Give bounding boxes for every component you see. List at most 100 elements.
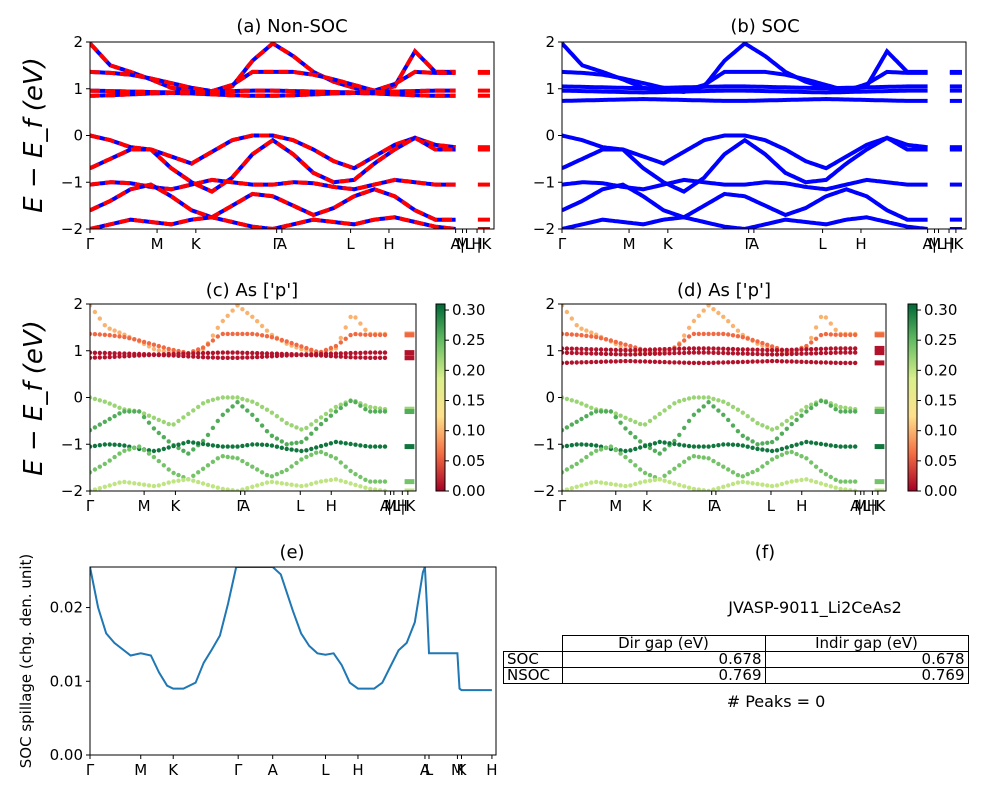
band-point bbox=[225, 444, 230, 449]
band-point bbox=[309, 431, 314, 436]
band-point bbox=[210, 350, 216, 356]
band-point bbox=[564, 309, 570, 315]
band-point bbox=[726, 360, 731, 365]
band-point bbox=[333, 409, 339, 414]
energy-ylabel-top: E − E_f (eV) bbox=[19, 57, 49, 213]
band-point bbox=[141, 482, 147, 487]
band-point bbox=[574, 399, 579, 404]
band-point bbox=[652, 477, 658, 483]
band-point bbox=[706, 346, 711, 351]
x-tick-label: H bbox=[855, 235, 866, 253]
band-point bbox=[838, 444, 843, 449]
band-line bbox=[562, 84, 928, 91]
band-point bbox=[603, 337, 609, 342]
band-point bbox=[264, 429, 270, 434]
band-point bbox=[603, 409, 609, 414]
band-point bbox=[112, 454, 117, 460]
y-tick-label: 0 bbox=[73, 127, 83, 145]
band-point bbox=[701, 346, 706, 351]
gap-table-row: NSOC 0.769 0.769 bbox=[503, 667, 969, 684]
band-point bbox=[716, 443, 721, 448]
band-point bbox=[813, 336, 819, 341]
y-tick-label: 0 bbox=[545, 127, 555, 145]
band-point bbox=[215, 334, 220, 339]
band-point bbox=[328, 345, 334, 351]
band-point bbox=[225, 487, 230, 491]
band-point bbox=[146, 352, 152, 357]
band-point bbox=[141, 414, 147, 420]
band-point bbox=[382, 488, 388, 491]
band-point bbox=[377, 409, 383, 414]
band-point bbox=[691, 360, 697, 366]
band-point bbox=[196, 351, 201, 356]
band-point bbox=[730, 351, 736, 356]
band-point bbox=[750, 445, 755, 450]
band-point bbox=[730, 404, 736, 410]
band-point bbox=[363, 355, 368, 360]
band-point bbox=[156, 343, 161, 349]
band-point bbox=[181, 415, 186, 420]
band-point bbox=[314, 445, 319, 450]
band-point bbox=[682, 443, 687, 448]
band-point bbox=[235, 456, 240, 461]
band-line bbox=[562, 88, 928, 95]
band-point bbox=[299, 457, 304, 462]
band-point bbox=[358, 474, 363, 480]
band-segment bbox=[404, 350, 415, 356]
band-point bbox=[706, 350, 711, 355]
band-point bbox=[745, 436, 750, 441]
band-point bbox=[269, 433, 275, 438]
band-point bbox=[789, 479, 794, 484]
band-point bbox=[628, 458, 633, 464]
band-point bbox=[353, 442, 358, 447]
band-point bbox=[784, 480, 789, 485]
band-line-up bbox=[90, 182, 456, 222]
band-point bbox=[230, 455, 235, 460]
band-point bbox=[799, 477, 804, 483]
band-point bbox=[146, 448, 152, 453]
band-point bbox=[686, 418, 692, 424]
y-tick-label: 1 bbox=[545, 80, 555, 98]
band-point bbox=[848, 346, 853, 351]
band-point bbox=[735, 407, 741, 412]
band-point bbox=[382, 332, 388, 338]
band-point bbox=[264, 334, 270, 339]
band-point bbox=[264, 351, 270, 356]
band-point bbox=[691, 395, 697, 400]
band-point bbox=[304, 425, 309, 431]
band-point bbox=[618, 341, 623, 346]
band-point bbox=[225, 350, 230, 355]
band-point bbox=[794, 451, 799, 457]
band-point bbox=[205, 350, 211, 356]
x-tick-label: Γ bbox=[236, 497, 245, 515]
band-point bbox=[259, 470, 265, 475]
band-point bbox=[730, 470, 736, 475]
spillage-line bbox=[90, 567, 492, 692]
band-point bbox=[848, 360, 853, 366]
band-point bbox=[264, 407, 270, 412]
band-point bbox=[196, 441, 201, 446]
band-point bbox=[269, 410, 275, 415]
band-point bbox=[828, 403, 833, 408]
band-point bbox=[107, 483, 112, 488]
x-tick-label: H bbox=[397, 497, 408, 515]
band-point bbox=[328, 441, 334, 446]
band-point bbox=[122, 443, 127, 448]
band-point bbox=[623, 448, 628, 454]
band-point bbox=[215, 418, 220, 424]
x-tick-label: H bbox=[352, 761, 363, 779]
band-point bbox=[122, 448, 127, 453]
x-tick-label: A bbox=[850, 497, 861, 515]
band-point bbox=[779, 347, 785, 353]
x-tick-label: A bbox=[268, 761, 279, 779]
band-point bbox=[765, 448, 770, 453]
band-point bbox=[210, 484, 216, 489]
band-point bbox=[569, 398, 574, 403]
band-point bbox=[564, 346, 570, 351]
band-point bbox=[230, 444, 235, 449]
band-point bbox=[662, 447, 667, 452]
band-point bbox=[323, 478, 329, 483]
band-point bbox=[343, 336, 348, 341]
band-point bbox=[200, 355, 206, 360]
band-point bbox=[196, 354, 201, 360]
